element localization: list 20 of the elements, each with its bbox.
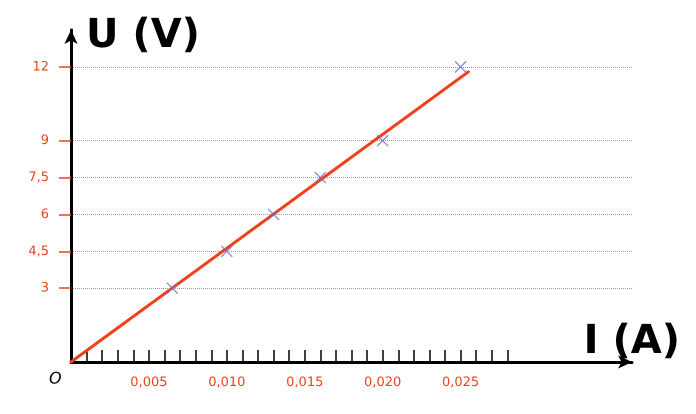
x-tick-label: 0,025: [442, 375, 480, 390]
y-tick-label: 12: [32, 59, 49, 74]
x-tick-label: 0,015: [286, 375, 324, 390]
point: [376, 134, 389, 147]
y-tick-label: 6: [40, 206, 49, 222]
y-axis-title: U (V): [86, 11, 200, 57]
point: [454, 60, 467, 74]
y-tick-label: 7,5: [28, 170, 49, 186]
y-tick-label: 3: [40, 280, 49, 296]
point: [220, 245, 233, 258]
x-tick-label: 0,010: [208, 375, 246, 390]
annotation: O: [49, 368, 62, 388]
y-tick-label: 4,5: [28, 244, 49, 259]
x-axis-title: I (A): [584, 317, 680, 363]
point: [166, 282, 178, 294]
y-tick-label: 9: [40, 133, 49, 148]
x-tick-label: 0,020: [364, 375, 402, 390]
point: [267, 208, 280, 221]
x-tick-label: 0,005: [130, 375, 168, 390]
point: [314, 171, 326, 184]
